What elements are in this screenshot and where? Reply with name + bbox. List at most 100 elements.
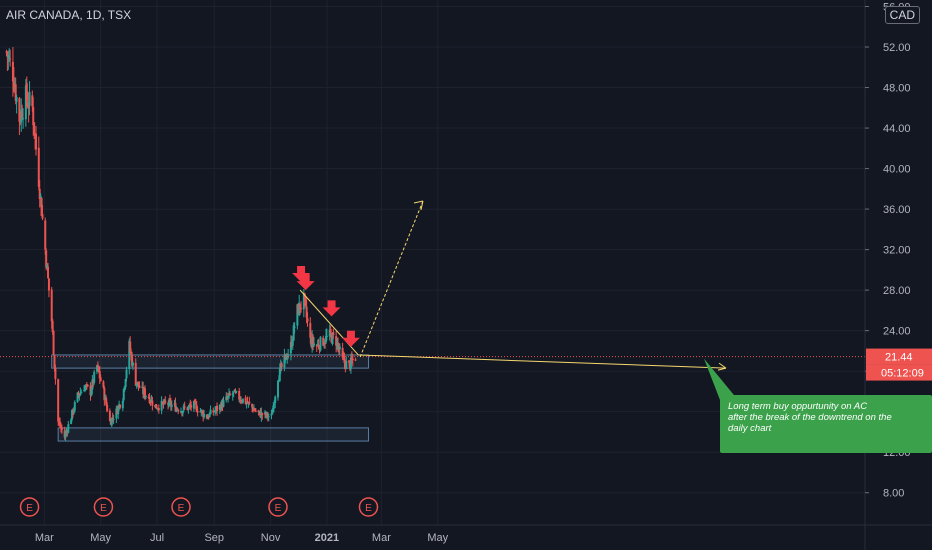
candle-body: [201, 410, 204, 412]
candle-body: [22, 118, 25, 120]
countdown-label: 05:12:09: [881, 368, 924, 380]
candle-body: [168, 399, 171, 406]
earnings-marker[interactable]: E: [358, 497, 379, 517]
candle-body: [5, 51, 8, 53]
y-tick-label: 48.00: [883, 83, 911, 95]
candle-body: [181, 410, 184, 414]
candle-body: [80, 391, 83, 394]
note-pointer: [704, 358, 738, 400]
candle-body: [40, 197, 43, 216]
candle-body: [27, 105, 30, 109]
candle-body: [196, 410, 199, 413]
candle-body: [266, 413, 269, 418]
candle-body: [60, 427, 63, 431]
y-tick-label: 36.00: [883, 204, 911, 216]
candle-body: [103, 387, 106, 401]
candle-body: [338, 346, 341, 350]
candle-body: [329, 328, 332, 334]
candle-body: [76, 392, 79, 402]
y-tick-label: 8.00: [883, 488, 904, 500]
candle-body: [227, 396, 230, 399]
last-price-label: 21.44: [885, 352, 913, 364]
candle-body: [59, 421, 62, 427]
candle-body: [254, 410, 257, 412]
candle-body: [32, 107, 35, 126]
candle-body: [86, 384, 89, 387]
chart-title: AIR CANADA, 1D, TSX: [6, 8, 132, 22]
candle-body: [322, 337, 325, 346]
down-arrow-icon: [341, 330, 360, 347]
support-zone: [57, 427, 369, 442]
candle-body: [18, 98, 21, 122]
candle-body: [240, 400, 243, 402]
earnings-marker[interactable]: E: [268, 497, 288, 517]
candle-body: [6, 52, 9, 57]
candle-body: [121, 400, 124, 409]
y-tick-label: 44.00: [883, 123, 911, 135]
earnings-marker[interactable]: E: [171, 497, 191, 517]
candle-body: [28, 92, 31, 106]
candle-body: [309, 322, 312, 338]
down-arrow-icon: [296, 274, 315, 291]
candle-body: [177, 409, 180, 412]
candle-body: [205, 414, 208, 419]
breakout-arrow-head: [413, 200, 424, 211]
candle-body: [235, 391, 238, 393]
candle-body: [50, 289, 53, 322]
currency-badge[interactable]: CAD: [884, 6, 920, 24]
candle-body: [182, 405, 185, 410]
candle-body: [343, 357, 346, 363]
trend-extension: [358, 354, 727, 369]
candle-body: [323, 344, 326, 346]
candle-body: [35, 133, 38, 150]
grid: [0, 0, 865, 525]
candle-body: [305, 306, 308, 318]
candle-body: [316, 343, 319, 346]
candle-body: [137, 381, 140, 387]
candle-body: [180, 411, 183, 413]
candle-body: [77, 393, 80, 396]
candle-body: [169, 400, 172, 407]
candle-body: [273, 404, 276, 406]
candle-body: [47, 266, 50, 278]
last-price-tag[interactable]: [866, 348, 932, 365]
candle-body: [354, 359, 357, 361]
candle-body: [341, 347, 344, 358]
candle-body: [97, 366, 100, 373]
earnings-circle: [93, 497, 114, 517]
candle-body: [160, 400, 163, 411]
candle-body: [155, 404, 158, 409]
candle-body: [312, 343, 315, 346]
candle-body: [64, 432, 67, 438]
candle-body: [38, 188, 41, 200]
candle-body: [164, 400, 167, 403]
candle-body: [106, 404, 109, 412]
candle-body: [129, 341, 132, 352]
candle-body: [299, 303, 302, 310]
price-axis[interactable]: 8.0012.0016.0020.0024.0028.0032.0036.004…: [864, 0, 932, 550]
candle-body: [70, 419, 73, 425]
candle-body: [351, 358, 354, 361]
candle-body: [324, 342, 327, 344]
candle-body: [231, 393, 234, 396]
candle-body: [151, 400, 154, 406]
candle-body: [286, 358, 289, 360]
earnings-marker[interactable]: E: [19, 497, 40, 517]
candle-body: [251, 403, 254, 408]
candle-body: [261, 413, 264, 416]
time-axis[interactable]: Mar May Jul Sep Nov 2021 Mar May: [0, 524, 932, 544]
y-tick-label: 32.00: [883, 245, 911, 257]
candle-body: [11, 61, 14, 82]
earnings-marker[interactable]: E: [93, 497, 114, 517]
candle-body: [168, 398, 171, 402]
candle-body: [157, 408, 160, 411]
x-tick-label: Nov: [261, 532, 281, 544]
candles: [5, 47, 357, 442]
candle-body: [296, 304, 299, 326]
y-tick-label: 24.00: [883, 326, 911, 338]
candle-body: [14, 84, 17, 101]
trade-note: Long term buy oppurtunity on AC after th…: [720, 395, 932, 453]
candle-body: [212, 410, 215, 413]
